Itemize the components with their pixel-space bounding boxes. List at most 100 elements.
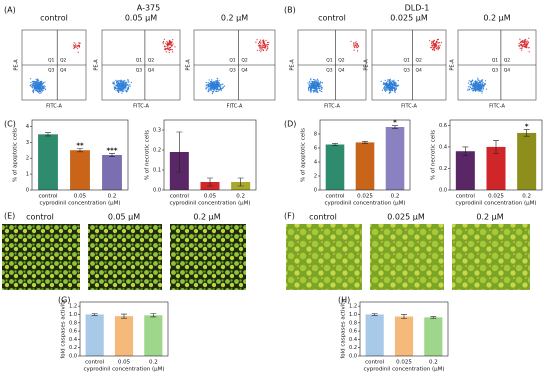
quadrant-label: Q4 [415,68,422,74]
flow-dot [121,89,123,91]
flow-dot [308,89,310,91]
flow-dot [475,83,477,85]
flow-dot [76,45,78,47]
flow-dot [390,87,392,89]
condition-label: control [309,213,337,222]
flow-dot [474,90,477,92]
flow-dot [41,87,43,90]
flow-dot [121,84,123,86]
flow-dot [213,80,215,82]
y-tick-label: 0.3 [153,128,161,134]
quadrant-label: Q2 [504,58,511,64]
y-tick-label: 0.2 [69,345,77,351]
flow-dot [473,82,475,84]
flow-dot [120,89,122,91]
micrograph [2,224,80,290]
flow-dot [440,42,442,44]
flow-dot [168,52,170,54]
flow-dot [350,40,352,42]
flow-dot [479,82,481,84]
flow-dot [383,86,385,88]
condition-label: 0.2 μM [483,14,510,23]
flow-dot [211,81,213,83]
condition-label: control [40,14,68,23]
flow-dot [437,38,439,41]
flow-dot [31,85,34,87]
flow-dot [386,85,389,87]
flow-dot [321,87,323,89]
flow-dot [32,89,34,91]
error-bar [392,125,398,129]
flow-dot [125,85,127,87]
significance: * [525,123,529,131]
flow-dot [208,89,210,91]
flow-dot [382,83,384,85]
flow-dot [385,83,387,86]
flow-dot [40,82,42,84]
y-tick-label: 0.6 [349,329,357,335]
condition-label: 0.2 μM [193,213,220,222]
flow-dot [354,44,356,46]
flow-dot [383,83,385,86]
flow-dot [475,80,477,83]
flow-dot [32,81,34,83]
x-tick-label: 0.2 [236,194,245,200]
flow-dot [167,45,169,47]
condition-label: 0.025 μM [390,14,428,23]
flow-dot [479,86,481,88]
flow-dot [43,85,45,87]
flow-dot [167,49,169,51]
flow-dot [264,43,266,45]
error-bar [371,313,378,316]
flow-dot [521,47,524,49]
flow-dot [320,86,322,89]
flow-dot [470,81,473,83]
quadrant-label: Q1 [48,58,55,64]
flow-dot [171,49,173,51]
flow-dot [429,40,431,42]
flow-dot [215,84,217,86]
flow-dot [169,48,171,50]
flow-dot [78,46,81,48]
flow-dot [41,82,43,84]
flow-dot [310,87,312,89]
flow-dot [430,46,432,49]
flow-dot [469,86,471,88]
flow-dot [313,81,315,83]
flow-dot [170,48,172,51]
flow-dot [307,82,309,84]
flow-dot [119,90,121,92]
y-tick-label: 4 [314,160,317,166]
y-tick-label: 0.6 [439,123,447,129]
flow-dot [316,85,318,87]
flow-dot [209,85,211,87]
bar [394,316,414,356]
flow-dot [218,82,220,84]
flow-dot [261,46,263,48]
y-tick-label: 0.0 [349,354,357,360]
flow-dot [394,85,396,87]
quadrant-label: Q1 [492,58,499,64]
flow-dot [518,42,520,45]
flow-dot [526,41,528,43]
flow-dot [435,47,437,50]
flow-dot [311,82,314,84]
flow-dot [124,79,126,82]
flow-dot [119,83,121,85]
flow-dot [117,89,119,91]
error-bar [430,316,437,319]
flow-dot [122,80,124,82]
flow-dot [171,41,173,43]
flow-dot [471,87,473,89]
flow-dot [524,43,526,45]
flow-dot [317,92,319,94]
flow-dot [222,86,224,88]
flow-dot [519,47,521,49]
flow-dot [523,41,525,43]
axis-label: PE-A [450,59,456,71]
flow-dot [210,90,212,92]
flow-dot [431,46,433,48]
flow-dot [30,86,32,88]
panel-label: (B) [284,6,296,15]
flow-dot [519,41,522,44]
